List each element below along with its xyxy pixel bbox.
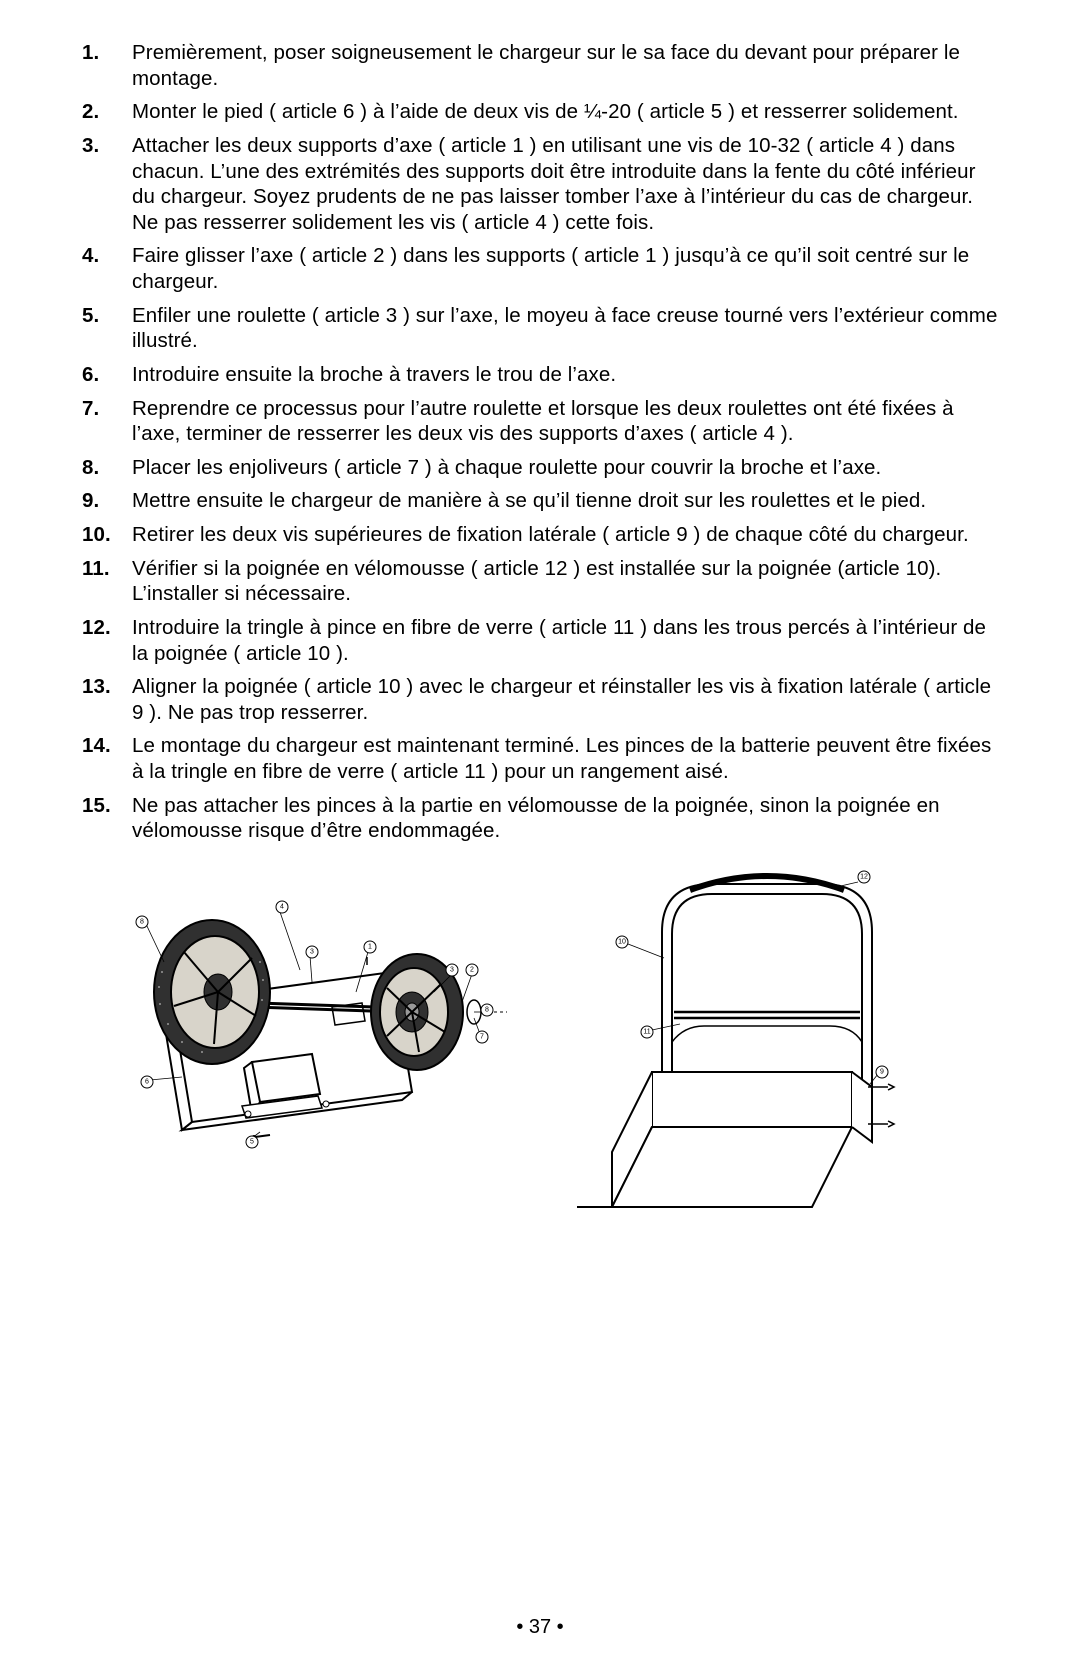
instruction-step: 6. Introduire ensuite la broche à travers… [82,362,998,388]
step-number: 13. [82,674,122,700]
callout-label: 7 [480,1033,484,1040]
callout-label: 1 [368,943,372,950]
instruction-step: 12. Introduire la tringle à pince en fibr… [82,615,998,666]
step-text: Premièrement, poser soigneusement le cha… [132,41,960,90]
step-text: Le montage du chargeur est maintenant te… [132,734,991,783]
callout-label: 3 [310,948,314,955]
instruction-step: 1. Premièrement, poser soigneusement le c… [82,40,998,91]
step-text: Introduire ensuite la broche à travers l… [132,363,616,386]
step-number: 6. [82,362,122,388]
wheel-assembly-svg: 8 4 3 1 3 2 8 7 6 5 [82,862,542,1162]
step-text: Introduire la tringle à pince en fibre d… [132,616,986,665]
instruction-step: 7. Reprendre ce processus pour l’autre ro… [82,396,998,447]
callout-label: 9 [880,1068,884,1075]
step-number: 9. [82,488,122,514]
step-number: 5. [82,303,122,329]
step-number: 15. [82,793,122,819]
instruction-step: 14. Le montage du chargeur est maintenant… [82,733,998,784]
instruction-step: 11. Vérifier si la poignée en vélomousse … [82,556,998,607]
step-number: 1. [82,40,122,66]
step-text: Placer les enjoliveurs ( article 7 ) à c… [132,456,881,479]
step-number: 8. [82,455,122,481]
callout-label: 6 [145,1078,149,1085]
assembled-charger-svg: 12 10 11 9 [572,862,932,1242]
callout-label: 4 [280,903,284,910]
page-number: • 37 • [0,1616,1080,1639]
step-number: 2. [82,99,122,125]
callout-label: 12 [860,873,868,880]
step-text: Reprendre ce processus pour l’autre roul… [132,397,954,446]
step-text: Vérifier si la poignée en vélomousse ( a… [132,557,941,606]
step-number: 11. [82,556,122,582]
figures-row: 8 4 3 1 3 2 8 7 6 5 [82,862,998,1247]
step-number: 12. [82,615,122,641]
callout-label: 10 [618,938,626,945]
step-number: 7. [82,396,122,422]
step-number: 3. [82,133,122,159]
step-number: 10. [82,522,122,548]
callout-label: 5 [250,1138,254,1145]
callout-label: 8 [485,1006,489,1013]
instruction-step: 8. Placer les enjoliveurs ( article 7 ) à… [82,455,998,481]
step-text: Monter le pied ( article 6 ) à l’aide de… [132,100,959,123]
step-text: Attacher les deux supports d’axe ( artic… [132,134,976,234]
instruction-step: 5. Enfiler une roulette ( article 3 ) sur… [82,303,998,354]
instruction-step: 15. Ne pas attacher les pinces à la parti… [82,793,998,844]
instruction-step: 2. Monter le pied ( article 6 ) à l’aide … [82,99,998,125]
figure-assembled-charger: 12 10 11 9 [572,862,932,1247]
callout-label: 3 [450,966,454,973]
instruction-step: 9. Mettre ensuite le chargeur de manière … [82,488,998,514]
step-number: 14. [82,733,122,759]
step-text: Mettre ensuite le chargeur de manière à … [132,489,926,512]
callout-label: 8 [140,918,144,925]
instruction-step: 3. Attacher les deux supports d’axe ( art… [82,133,998,236]
instruction-step: 10. Retirer les deux vis supérieures de f… [82,522,998,548]
figure-wheel-assembly: 8 4 3 1 3 2 8 7 6 5 [82,862,542,1247]
step-text: Ne pas attacher les pinces à la partie e… [132,794,940,843]
step-text: Aligner la poignée ( article 10 ) avec l… [132,675,991,724]
instruction-list: 1. Premièrement, poser soigneusement le c… [82,40,998,844]
step-text: Enfiler une roulette ( article 3 ) sur l… [132,304,997,353]
step-text: Retirer les deux vis supérieures de fixa… [132,523,969,546]
callout-label: 2 [470,966,474,973]
step-text: Faire glisser l’axe ( article 2 ) dans l… [132,244,969,293]
instruction-step: 13. Aligner la poignée ( article 10 ) ave… [82,674,998,725]
page-container: 1. Premièrement, poser soigneusement le c… [0,0,1080,1669]
step-number: 4. [82,243,122,269]
instruction-step: 4. Faire glisser l’axe ( article 2 ) dans… [82,243,998,294]
callout-label: 11 [643,1028,650,1035]
